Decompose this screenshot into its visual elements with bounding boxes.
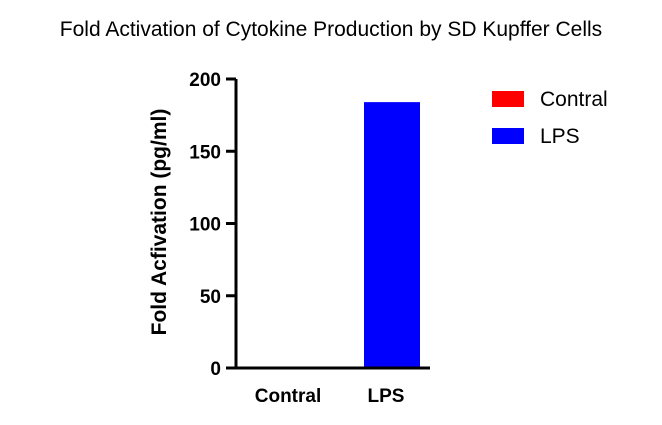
legend-swatch-contral bbox=[492, 91, 524, 107]
legend-label-lps: LPS bbox=[540, 125, 580, 148]
bars-group bbox=[364, 102, 420, 369]
legend-swatch-lps bbox=[492, 128, 524, 144]
y-tick-label-150: 150 bbox=[189, 142, 221, 163]
x-tick-label-contral: Contral bbox=[255, 386, 322, 407]
y-axis-title: Fold Acfivation (pg/ml) bbox=[148, 109, 171, 336]
chart-title: Fold Activation of Cytokine Production b… bbox=[59, 18, 603, 41]
y-tick-label-100: 100 bbox=[189, 215, 221, 236]
y-axis: 0 50 100 150 200 bbox=[189, 70, 238, 380]
legend-label-contral: Contral bbox=[540, 88, 608, 111]
legend: Contral LPS bbox=[492, 88, 608, 148]
bar-lps bbox=[364, 102, 420, 369]
y-tick-label-50: 50 bbox=[200, 287, 221, 308]
x-axis: Contral LPS bbox=[234, 366, 430, 407]
x-tick-label-lps: LPS bbox=[368, 386, 405, 407]
y-tick-label-200: 200 bbox=[189, 70, 221, 91]
y-tick-label-0: 0 bbox=[210, 359, 221, 380]
